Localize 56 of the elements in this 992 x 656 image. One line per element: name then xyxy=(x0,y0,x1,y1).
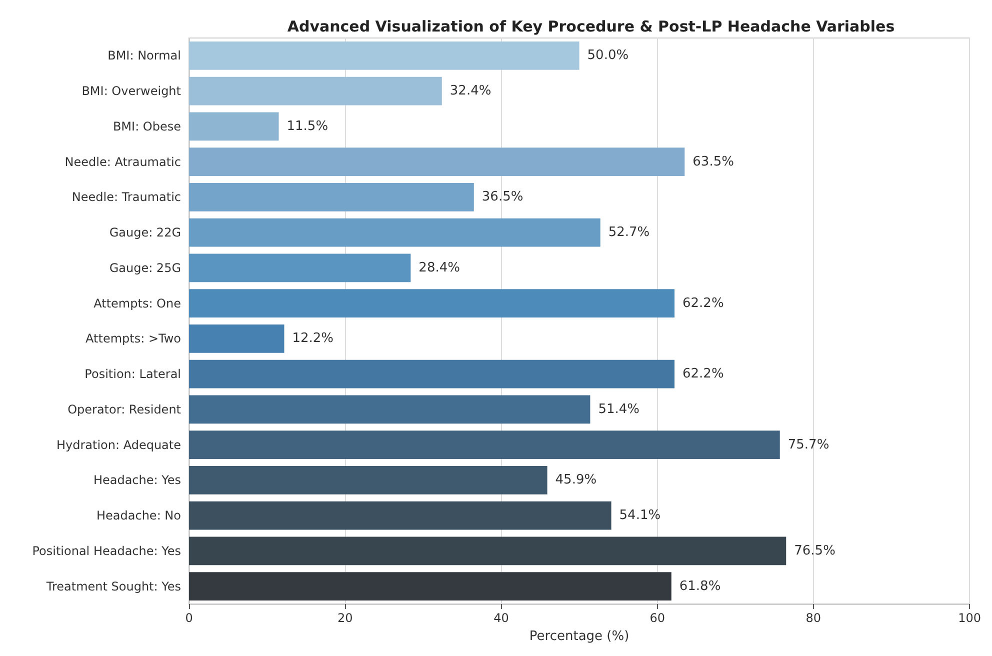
y-tick-label: Operator: Resident xyxy=(68,402,182,416)
data-label: 11.5% xyxy=(286,118,328,134)
x-tick-label: 0 xyxy=(185,611,193,625)
bar xyxy=(189,536,786,566)
y-tick-label: Needle: Traumatic xyxy=(72,190,181,204)
y-tick-label: BMI: Normal xyxy=(108,48,181,63)
y-tick-label: BMI: Overweight xyxy=(82,84,182,98)
y-tick-label: Headache: Yes xyxy=(93,473,181,488)
bar xyxy=(189,289,674,318)
bar xyxy=(189,572,672,600)
bar xyxy=(189,430,780,459)
data-label: 54.1% xyxy=(619,508,661,524)
data-label: 51.4% xyxy=(598,402,640,417)
data-label: 63.5% xyxy=(692,154,734,170)
y-tick-label: Position: Lateral xyxy=(84,367,181,382)
x-axis-title: Percentage (%) xyxy=(529,629,630,644)
data-label: 36.5% xyxy=(482,190,524,205)
y-tick-label: Positional Headache: Yes xyxy=(32,544,181,558)
chart-title: Advanced Visualization of Key Procedure & Post-LP Headache Variables xyxy=(287,18,895,36)
bar xyxy=(189,466,548,494)
bar xyxy=(189,76,442,106)
data-label: 12.2% xyxy=(292,331,334,346)
y-tick-label: Gauge: 22G xyxy=(109,226,181,240)
data-label: 28.4% xyxy=(418,260,460,276)
bar xyxy=(189,395,590,424)
y-tick-label: Gauge: 25G xyxy=(109,260,181,275)
x-tick-label: 80 xyxy=(806,611,822,625)
data-label: 75.7% xyxy=(788,437,830,452)
data-label: 76.5% xyxy=(794,543,836,558)
data-label: 52.7% xyxy=(608,225,650,240)
data-label: 32.4% xyxy=(450,84,492,99)
y-tick-label: Hydration: Adequate xyxy=(56,438,181,452)
data-label: 62.2% xyxy=(682,366,724,382)
y-tick-label: Attempts: >Two xyxy=(86,332,181,346)
bar xyxy=(189,360,674,388)
x-tick-label: 40 xyxy=(494,611,509,625)
x-tick-label: 100 xyxy=(958,611,981,625)
data-label: 50.0% xyxy=(587,48,629,64)
x-tick-label: 20 xyxy=(337,611,353,625)
y-tick-label: Headache: No xyxy=(96,508,181,523)
y-tick-label: BMI: Obese xyxy=(112,119,181,134)
y-tick-label: Needle: Atraumatic xyxy=(64,154,181,169)
bar xyxy=(189,324,284,353)
x-tick-label: 60 xyxy=(650,611,665,625)
bar xyxy=(189,112,279,141)
data-label: 61.8% xyxy=(679,578,721,594)
y-tick-label: Treatment Sought: Yes xyxy=(45,579,181,594)
bar xyxy=(189,501,612,530)
data-label: 45.9% xyxy=(555,472,597,488)
bar xyxy=(189,254,411,282)
y-tick-label: Attempts: One xyxy=(94,296,181,310)
bar xyxy=(189,218,600,247)
bar xyxy=(189,42,580,70)
data-label: 62.2% xyxy=(682,296,724,311)
bar xyxy=(189,183,474,212)
bar xyxy=(189,148,685,176)
